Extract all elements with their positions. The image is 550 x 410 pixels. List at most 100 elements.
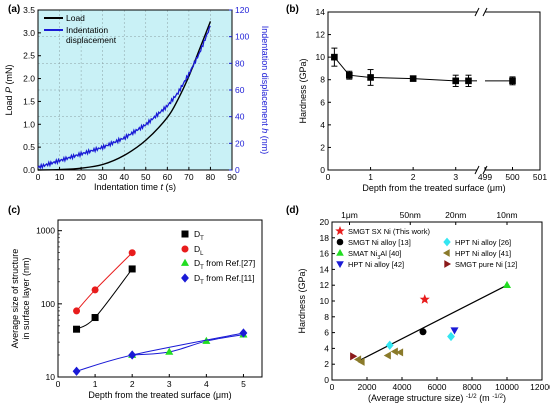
data-point [395,348,404,357]
x-tick-label: 10 [55,172,65,182]
legend-label: SMGT pure Ni [12] [455,260,517,269]
panel-label: (c) [8,205,20,216]
legend-label: HPT Ni alloy [42] [348,260,404,269]
y-tick-label: 1.0 [23,119,35,129]
data-point [465,77,472,85]
x-tick-label: 4 [204,379,209,389]
legend-label: SMGT SX Ni (This work) [348,227,430,236]
x-tick-label: 3 [453,172,458,182]
x-tick-label: 499 [478,172,492,182]
axis-break-gap [477,9,485,16]
axis-break-gap [477,167,485,174]
x-tick-label: 20 [76,172,86,182]
data-point [509,77,516,85]
x-axis-label: Depth from the treated surface (μm) [88,390,231,400]
x-tick-label: 2000 [358,382,377,392]
x-axis-label: (Average structure size) -1/2 (m -1/2) [368,393,506,404]
x-tick-label: 0 [36,172,41,182]
y-tick-label: 2.0 [23,74,35,84]
top-tick-label: 20nm [445,210,466,220]
fit-line [357,284,508,362]
x-tick-label: 1 [93,379,98,389]
y-tick-label: 16 [320,249,330,259]
y2-tick-label: 20 [235,138,245,148]
displacement-series-line [37,25,211,170]
data-point [73,325,81,333]
x-tick-label: 2 [411,172,416,182]
x-tick-label: 3 [167,379,172,389]
y-tick-label: 10 [316,52,326,62]
y-tick-label: 1000 [36,226,55,236]
data-point [128,350,137,360]
data-point [419,328,427,336]
axis-break-mark [474,165,480,175]
x-tick-label: 0 [326,172,331,182]
y2-tick-label: 80 [235,58,245,68]
x-tick-label: 6000 [428,382,447,392]
axis-break-mark [474,7,480,17]
legend-label: DT [194,229,204,242]
data-point [357,357,365,366]
y-tick-label: 12 [316,30,326,40]
legend-label: DT from Ref.[27] [194,258,255,271]
data-point [331,53,338,61]
panel-a: 0 10 20 30 40 50 60 70 80 90 0.0 0.5 1.0 1.5 2.0 2.5 3.0… [4,4,270,192]
data-point [452,77,460,85]
y-tick-label: 2.5 [23,51,35,61]
y-tick-label: 4 [324,343,329,353]
data-point [350,352,358,361]
data-point [239,328,248,338]
y-tick-label: 6 [320,97,325,107]
y-tick-label: 10 [46,372,56,382]
legend-label: SMGT Ni alloy [13] [348,238,411,247]
data-point [165,347,174,355]
legend-label: DL [194,244,204,257]
y2-tick-label: 0 [235,165,240,175]
y2-axis-label: Indentation displacement h (nm) [260,26,270,155]
data-point [450,327,459,335]
legend-label: Indentation [66,25,108,35]
x-tick-label: 0 [330,382,335,392]
legend-marker [336,261,344,269]
y2-tick-label: 60 [235,85,245,95]
data-point [128,265,136,273]
data-point [72,366,81,376]
y-tick-label: 6 [324,328,329,338]
y-axis-label: Load P (mN) [4,64,14,115]
top-tick-label: 10nm [496,210,517,220]
legend-marker [181,230,189,238]
x-tick-label: 501 [533,172,547,182]
y-tick-label: 3.0 [23,28,35,38]
y-tick-label: 0 [324,375,329,385]
y-axis-label: Average size of structure [10,249,20,348]
legend-marker [442,249,450,257]
data-point [385,340,394,350]
y-tick-label: 18 [320,233,330,243]
y2-tick-label: 100 [235,32,249,42]
y-tick-label: 0 [320,165,325,175]
y-tick-label: 12 [320,280,330,290]
data-point [390,347,398,356]
x-tick-label: 80 [206,172,216,182]
y-tick-label: 10 [320,296,330,306]
x-tick-label: 50 [141,172,151,182]
data-point [419,294,430,304]
y-tick-label: 2 [324,359,329,369]
legend-marker [336,248,344,256]
data-point [91,314,99,322]
x-tick-label: 500 [505,172,519,182]
y-tick-label: 20 [320,217,330,227]
legend-label: SMAT Ni3Al [40] [348,249,402,261]
x-tick-label: 70 [184,172,194,182]
data-point [91,286,99,294]
legend-marker [336,238,344,246]
y-tick-label: 8 [324,312,329,322]
legend: SMGT SX Ni (This work) SMGT Ni alloy [13]… [335,225,517,269]
legend-marker [335,225,345,236]
panel-label: (d) [286,205,299,216]
